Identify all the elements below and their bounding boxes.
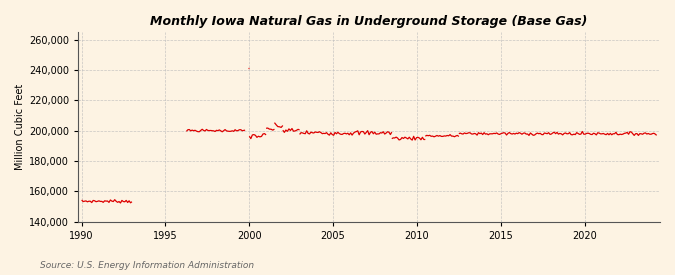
Y-axis label: Million Cubic Feet: Million Cubic Feet (15, 84, 25, 170)
Text: Source: U.S. Energy Information Administration: Source: U.S. Energy Information Administ… (40, 260, 254, 270)
Title: Monthly Iowa Natural Gas in Underground Storage (Base Gas): Monthly Iowa Natural Gas in Underground … (151, 15, 588, 28)
